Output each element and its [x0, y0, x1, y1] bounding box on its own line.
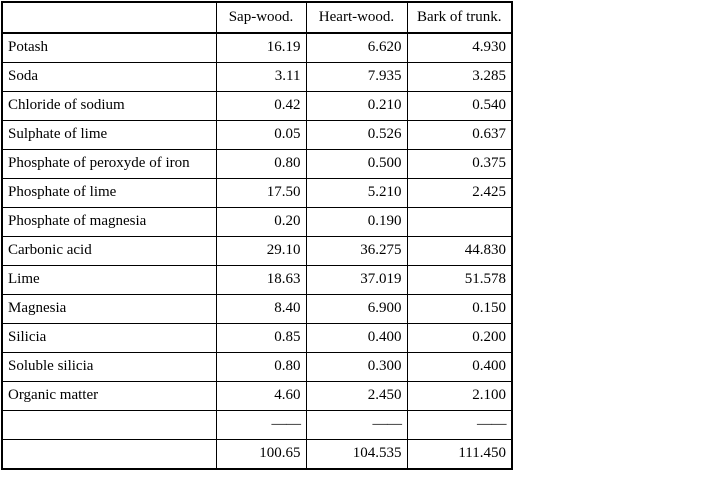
composition-table: Sap-wood. Heart-wood. Bark of trunk. Pot… — [1, 1, 513, 470]
row-label: Chloride of sodium — [1, 90, 217, 121]
bark-of-trunk-total: 111.450 — [406, 438, 513, 470]
table-row: Potash 16.19 6.620 4.930 — [1, 32, 513, 63]
row-label: Sulphate of lime — [1, 119, 217, 150]
heart-wood-value: 7.935 — [305, 61, 408, 92]
sum-dash-icon: —— — [372, 416, 403, 432]
bark-of-trunk-value: 4.930 — [406, 32, 513, 63]
heart-wood-value: 0.190 — [305, 206, 408, 237]
bark-of-trunk-value: 0.375 — [406, 148, 513, 179]
sap-wood-value: 8.40 — [215, 293, 307, 324]
table-row: Soluble silicia 0.80 0.300 0.400 — [1, 351, 513, 382]
bark-of-trunk-value — [406, 206, 513, 237]
sap-wood-value: 29.10 — [215, 235, 307, 266]
table-row: Organic matter 4.60 2.450 2.100 — [1, 380, 513, 411]
row-label: Carbonic acid — [1, 235, 217, 266]
row-label: Phosphate of magnesia — [1, 206, 217, 237]
row-label: Lime — [1, 264, 217, 295]
row-label: Soda — [1, 61, 217, 92]
sap-wood-value: 17.50 — [215, 177, 307, 208]
sum-rule-row: —— —— —— — [1, 409, 513, 440]
table-row: Chloride of sodium 0.42 0.210 0.540 — [1, 90, 513, 121]
row-label: Silicia — [1, 322, 217, 353]
bark-of-trunk-value: 0.200 — [406, 322, 513, 353]
sap-wood-value: 16.19 — [215, 32, 307, 63]
heart-wood-value: 0.526 — [305, 119, 408, 150]
sap-wood-value: 18.63 — [215, 264, 307, 295]
row-label: Phosphate of peroxyde of iron — [1, 148, 217, 179]
heart-wood-value: 0.210 — [305, 90, 408, 121]
row-label: Magnesia — [1, 293, 217, 324]
bark-of-trunk-value: 51.578 — [406, 264, 513, 295]
heart-wood-value: 5.210 — [305, 177, 408, 208]
bark-of-trunk-value: 2.425 — [406, 177, 513, 208]
row-label: Potash — [1, 32, 217, 63]
heart-wood-value: 0.400 — [305, 322, 408, 353]
sum-rule-cell: —— — [215, 409, 307, 440]
sap-wood-value: 4.60 — [215, 380, 307, 411]
row-label: Organic matter — [1, 380, 217, 411]
table-row: Phosphate of magnesia 0.20 0.190 — [1, 206, 513, 237]
row-label — [1, 438, 217, 470]
table-row: Silicia 0.85 0.400 0.200 — [1, 322, 513, 353]
heart-wood-value: 2.450 — [305, 380, 408, 411]
sum-rule-cell: —— — [406, 409, 513, 440]
row-label — [1, 409, 217, 440]
heart-wood-value: 0.300 — [305, 351, 408, 382]
sap-wood-value: 0.05 — [215, 119, 307, 150]
sum-dash-icon: —— — [477, 416, 507, 432]
table-row: Phosphate of peroxyde of iron 0.80 0.500… — [1, 148, 513, 179]
sap-wood-total: 100.65 — [215, 438, 307, 470]
sap-wood-value: 0.20 — [215, 206, 307, 237]
table-row: Magnesia 8.40 6.900 0.150 — [1, 293, 513, 324]
sap-wood-value: 0.42 — [215, 90, 307, 121]
sap-wood-value: 3.11 — [215, 61, 307, 92]
sum-rule-cell: —— — [305, 409, 408, 440]
bark-of-trunk-value: 44.830 — [406, 235, 513, 266]
sap-wood-value: 0.80 — [215, 351, 307, 382]
table-row: Carbonic acid 29.10 36.275 44.830 — [1, 235, 513, 266]
row-label: Soluble silicia — [1, 351, 217, 382]
bark-of-trunk-value: 0.150 — [406, 293, 513, 324]
header-bark-of-trunk: Bark of trunk. — [406, 1, 513, 34]
table-row: Sulphate of lime 0.05 0.526 0.637 — [1, 119, 513, 150]
sum-dash-icon: —— — [271, 416, 302, 432]
table-row: Lime 18.63 37.019 51.578 — [1, 264, 513, 295]
heart-wood-total: 104.535 — [305, 438, 408, 470]
header-row: Sap-wood. Heart-wood. Bark of trunk. — [1, 1, 513, 34]
heart-wood-value: 6.620 — [305, 32, 408, 63]
table-row: Soda 3.11 7.935 3.285 — [1, 61, 513, 92]
bark-of-trunk-value: 0.400 — [406, 351, 513, 382]
heart-wood-value: 0.500 — [305, 148, 408, 179]
bark-of-trunk-value: 2.100 — [406, 380, 513, 411]
sap-wood-value: 0.85 — [215, 322, 307, 353]
header-empty — [1, 1, 217, 34]
row-label: Phosphate of lime — [1, 177, 217, 208]
header-heart-wood: Heart-wood. — [305, 1, 408, 34]
sap-wood-value: 0.80 — [215, 148, 307, 179]
heart-wood-value: 37.019 — [305, 264, 408, 295]
totals-row: 100.65 104.535 111.450 — [1, 438, 513, 470]
bark-of-trunk-value: 0.540 — [406, 90, 513, 121]
bark-of-trunk-value: 3.285 — [406, 61, 513, 92]
header-sap-wood: Sap-wood. — [215, 1, 307, 34]
bark-of-trunk-value: 0.637 — [406, 119, 513, 150]
heart-wood-value: 36.275 — [305, 235, 408, 266]
heart-wood-value: 6.900 — [305, 293, 408, 324]
table-row: Phosphate of lime 17.50 5.210 2.425 — [1, 177, 513, 208]
